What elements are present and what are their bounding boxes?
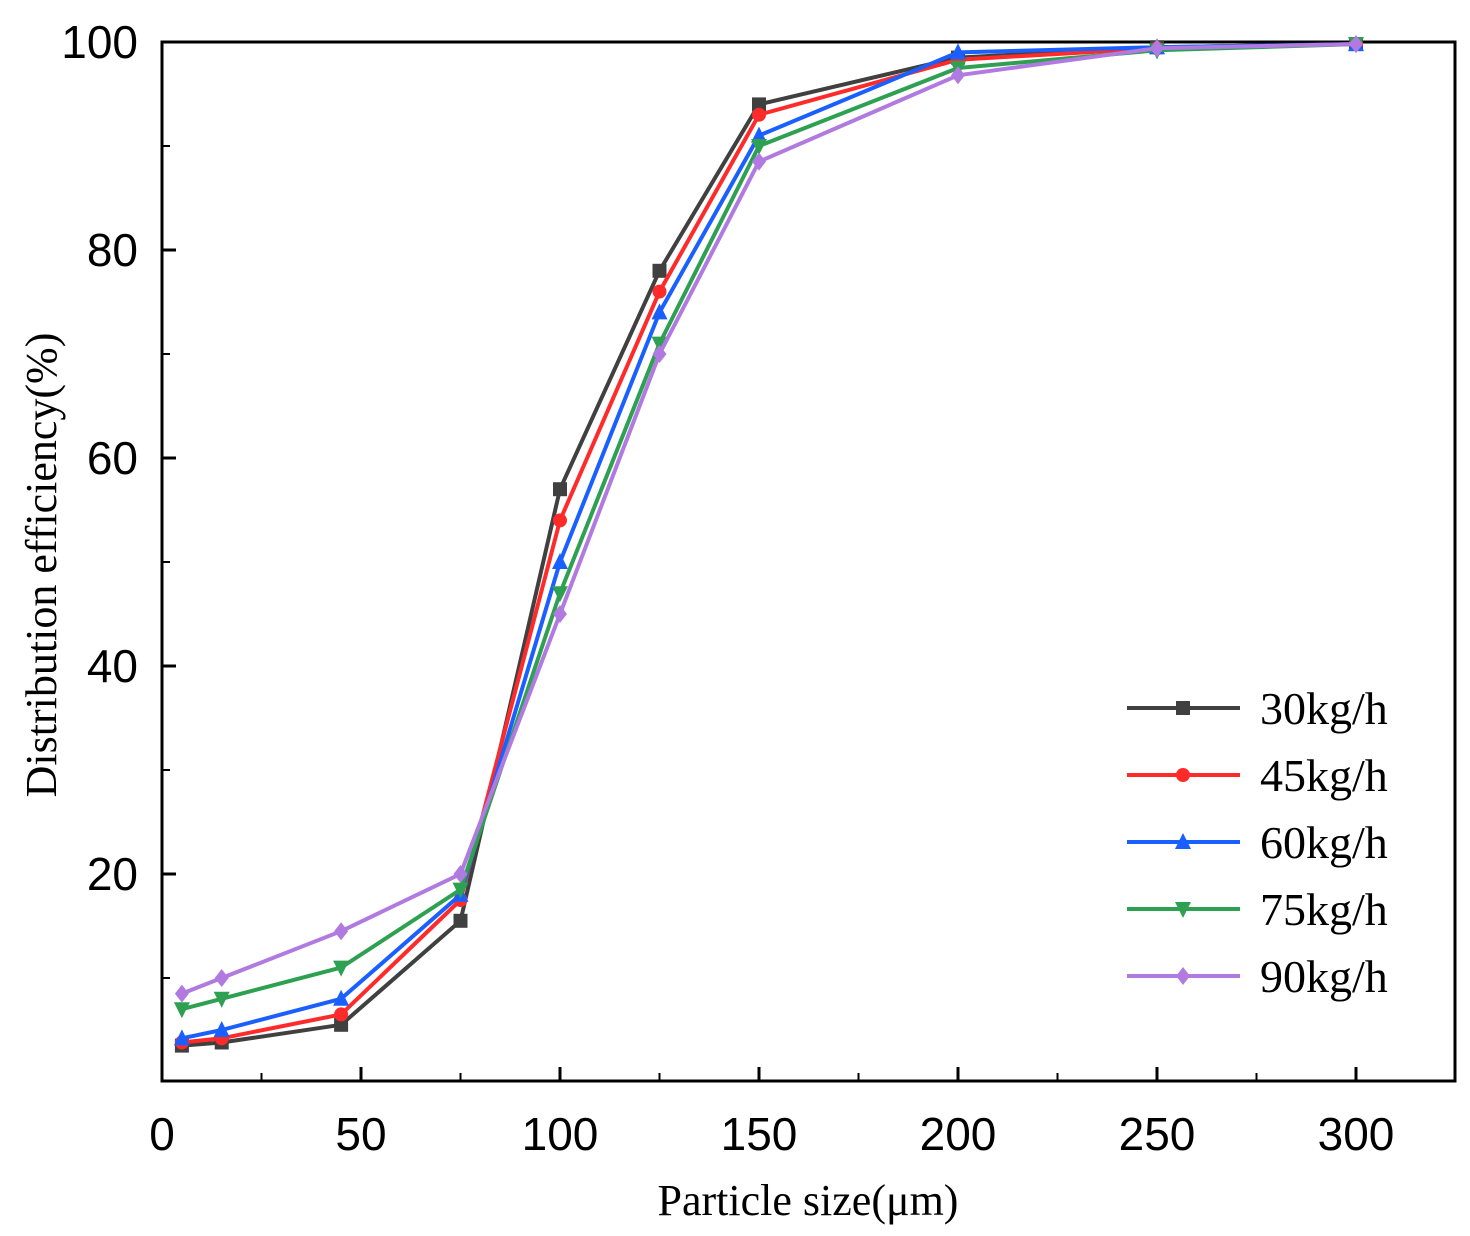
- y-tick-label: 20: [87, 848, 138, 900]
- data-point: [213, 991, 230, 1008]
- data-point: [651, 336, 668, 353]
- data-point: [752, 97, 766, 112]
- data-point: [652, 263, 667, 278]
- data-point: [552, 553, 568, 569]
- legend-item: 75kg/h: [1127, 884, 1388, 935]
- series-45kg-h: [174, 37, 1363, 1050]
- data-point: [173, 1002, 190, 1019]
- data-point: [213, 1021, 230, 1037]
- y-axis: 20 40 60 80 100: [61, 16, 176, 979]
- series-line: [181, 42, 1357, 1041]
- data-point: [751, 126, 767, 143]
- x-tick-label: 50: [335, 1108, 386, 1160]
- legend-label: 45kg/h: [1260, 750, 1388, 801]
- legend-marker: [1175, 833, 1191, 849]
- x-axis: 0 50 100 150 200 250 300: [149, 1067, 1394, 1160]
- y-tick-label: 80: [87, 224, 138, 276]
- legend-item: 90kg/h: [1127, 951, 1388, 1002]
- series-60kg-h: [173, 35, 1364, 1046]
- legend-label: 90kg/h: [1260, 951, 1388, 1002]
- y-axis-title: Distribution efficiency(%): [17, 333, 66, 798]
- data-point: [752, 107, 766, 122]
- series-90kg-h: [174, 35, 1363, 1003]
- data-point: [1150, 39, 1164, 58]
- data-point: [553, 482, 567, 497]
- data-point: [334, 1007, 349, 1022]
- x-tick-label: 250: [1119, 1108, 1196, 1160]
- series-line: [181, 42, 1357, 1045]
- series-line: [181, 42, 1357, 996]
- series-layer: [173, 35, 1364, 1053]
- data-point: [951, 66, 965, 85]
- data-point: [651, 303, 668, 320]
- legend: 30kg/h 45kg/h 60kg/h 75kg/h 90kg/h: [1127, 683, 1388, 1002]
- series-30kg-h: [174, 37, 1363, 1053]
- legend-marker: [1176, 701, 1190, 715]
- data-point: [552, 586, 568, 603]
- data-point: [652, 345, 667, 363]
- x-tick-label: 200: [920, 1108, 997, 1160]
- y-tick-label: 40: [87, 640, 138, 692]
- y-tick-label: 60: [87, 432, 138, 484]
- x-axis-title: Particle size(μm): [658, 1176, 959, 1225]
- data-point: [1349, 35, 1363, 54]
- legend-item: 45kg/h: [1127, 750, 1388, 801]
- data-point: [751, 139, 767, 155]
- data-point: [950, 43, 966, 60]
- data-point: [333, 989, 350, 1006]
- series-75kg-h: [173, 37, 1364, 1019]
- legend-label: 75kg/h: [1260, 884, 1388, 935]
- data-point: [452, 882, 469, 899]
- data-point: [214, 969, 229, 987]
- data-point: [652, 284, 667, 299]
- legend-label: 60kg/h: [1260, 817, 1388, 868]
- data-point: [553, 605, 567, 623]
- data-point: [453, 865, 468, 883]
- data-point: [334, 1017, 349, 1032]
- data-point: [173, 1029, 190, 1046]
- x-tick-label: 150: [721, 1108, 798, 1160]
- data-point: [334, 922, 349, 941]
- x-tick-label: 300: [1318, 1108, 1395, 1160]
- x-tick-label: 100: [522, 1108, 599, 1160]
- legend-item: 30kg/h: [1127, 683, 1388, 734]
- data-point: [453, 913, 468, 928]
- data-point: [174, 984, 189, 1003]
- legend-label: 30kg/h: [1260, 683, 1388, 734]
- legend-marker: [1176, 967, 1190, 985]
- series-line: [181, 42, 1357, 1048]
- data-point: [333, 960, 350, 977]
- legend-marker: [1175, 902, 1191, 918]
- data-point: [553, 513, 567, 528]
- series-line: [181, 42, 1357, 1012]
- y-tick-label: 100: [61, 16, 138, 68]
- x-tick-label: 0: [149, 1108, 175, 1160]
- legend-item: 60kg/h: [1127, 817, 1388, 868]
- data-point: [752, 152, 766, 171]
- legend-marker: [1176, 768, 1190, 782]
